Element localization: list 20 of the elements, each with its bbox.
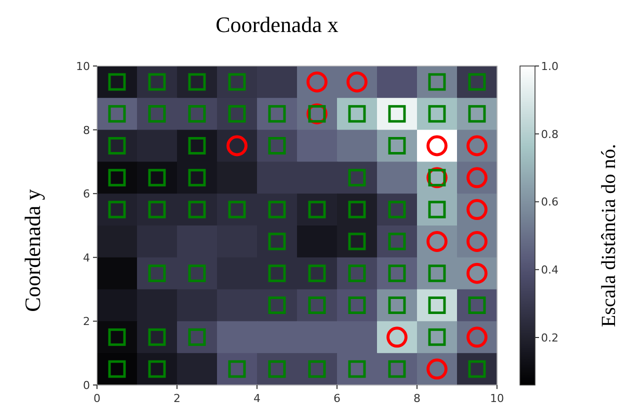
color-bar-label: 0.8 [541,128,558,141]
color-bar-label: 1.0 [541,60,558,73]
y-tick-label: 0 [83,379,90,392]
color-bar-label: 0.4 [541,264,558,277]
color-bar-label: 0.6 [541,196,558,209]
y-tick-label: 4 [83,251,90,264]
x-tick-label: 4 [254,392,260,405]
y-tick-label: 10 [76,60,90,73]
y-axis-title: Coordenada y [20,189,45,312]
y-tick-label: 2 [83,315,90,328]
y-tick-label: 8 [83,124,90,137]
y-tick-label: 6 [83,188,90,201]
color-bar-label: 0.2 [541,331,558,344]
x-tick-label: 0 [94,392,100,405]
chart-title: Coordenada x [216,12,338,37]
x-tick-label: 2 [174,392,180,405]
x-tick-label: 10 [490,392,504,405]
x-tick-label: 6 [334,392,340,405]
x-tick-label: 8 [414,392,420,405]
color-bar-title: Escala distância do nó. [598,144,620,328]
